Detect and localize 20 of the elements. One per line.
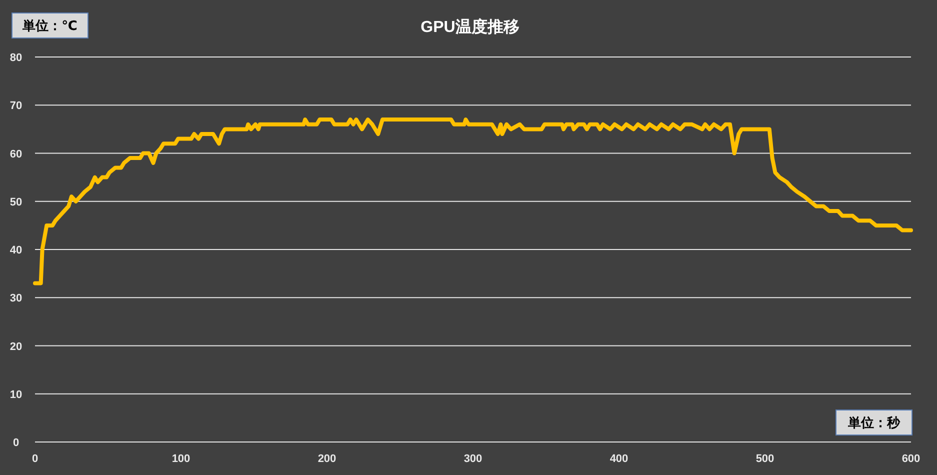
x-tick-label: 500 xyxy=(756,453,774,465)
annotation: 単位：秒 xyxy=(847,415,901,430)
y-tick-label: 0 xyxy=(12,437,20,449)
y-tick-label: 40 xyxy=(10,244,22,256)
line-series xyxy=(33,118,913,286)
x-tick-label: 0 xyxy=(32,453,38,465)
y-tick-label: 50 xyxy=(10,196,22,208)
y-tick-label: 20 xyxy=(10,340,22,353)
x-tick-label: 100 xyxy=(172,453,190,465)
x-tick-label: 600 xyxy=(902,453,920,465)
x-tick-label: 400 xyxy=(610,453,628,465)
x-tick-label: 200 xyxy=(318,453,336,465)
y-tick-label: 70 xyxy=(10,100,22,112)
y-tick-label: 80 xyxy=(10,52,22,64)
y-tick-label: 60 xyxy=(10,148,22,160)
chart-title: GPU温度推移 xyxy=(420,17,520,36)
x-tick-label: 300 xyxy=(464,453,482,465)
y-tick-label: 30 xyxy=(10,292,22,305)
text: 単位：℃ xyxy=(22,18,78,33)
y-tick-label: 10 xyxy=(10,388,22,401)
